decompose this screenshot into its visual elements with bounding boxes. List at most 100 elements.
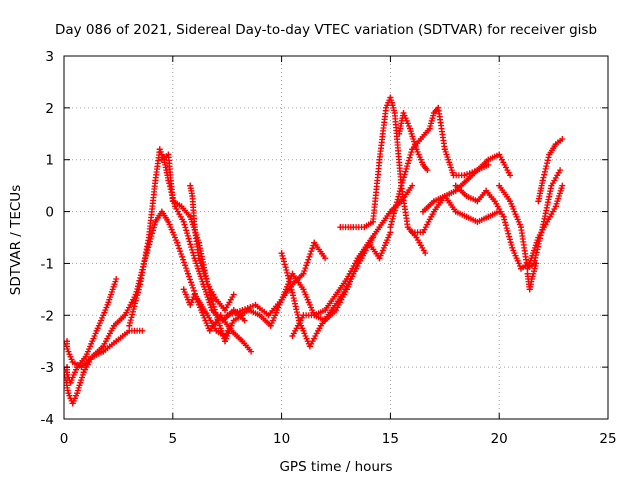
data-point [267, 322, 274, 329]
data-point [524, 265, 531, 272]
data-point [354, 255, 361, 262]
data-point [383, 104, 389, 111]
data-point [409, 229, 416, 236]
data-point [137, 281, 144, 288]
data-point [174, 239, 181, 246]
data-point [158, 156, 165, 163]
data-point [426, 125, 433, 132]
data-point [139, 327, 146, 334]
data-point [265, 312, 272, 319]
sat-track-16 [420, 193, 503, 225]
data-point [518, 224, 524, 231]
data-point [322, 307, 329, 314]
data-point [222, 333, 228, 339]
data-point [409, 146, 416, 153]
data-point [430, 198, 437, 205]
data-point [507, 198, 514, 205]
data-point [289, 333, 296, 339]
data-point [339, 291, 346, 298]
x-tick-label: 20 [491, 431, 508, 447]
data-point [152, 218, 159, 225]
data-point [306, 343, 313, 350]
data-point [287, 281, 294, 288]
data-point [178, 203, 185, 210]
data-point [204, 312, 211, 319]
data-point [361, 224, 368, 231]
data-point [80, 369, 87, 376]
data-point [559, 182, 566, 189]
data-point [365, 239, 372, 246]
data-point [69, 359, 76, 365]
data-point [158, 208, 165, 215]
data-point [198, 301, 205, 308]
data-point [417, 136, 424, 142]
data-point [256, 312, 263, 319]
data-point [213, 312, 220, 319]
y-tick-label: -1 [41, 256, 54, 272]
y-tick-label: 2 [45, 101, 54, 117]
data-point [156, 146, 163, 153]
data-point [507, 172, 514, 179]
x-tick-labels: 0 5 10 15 20 25 [60, 431, 617, 447]
data-point [461, 172, 468, 179]
data-point [300, 270, 307, 277]
data-point [165, 218, 172, 225]
y-tick-label: -4 [41, 412, 54, 428]
data-point [187, 301, 194, 308]
data-point [343, 276, 350, 282]
data-point [195, 255, 202, 262]
data-point [539, 224, 546, 231]
data-point [420, 229, 426, 236]
data-point [289, 270, 296, 277]
data-point [100, 348, 107, 355]
sat-track-17 [452, 182, 566, 272]
data-point [165, 151, 172, 158]
data-point [113, 276, 120, 282]
data-point [222, 338, 228, 345]
data-point [524, 270, 531, 277]
data-point [474, 218, 481, 225]
data-point [398, 182, 405, 189]
data-point [241, 317, 248, 324]
sat-track-7 [187, 182, 237, 314]
data-point [430, 110, 437, 116]
data-point [191, 291, 198, 298]
data-point [396, 130, 403, 137]
x-tick-label: 15 [382, 431, 399, 447]
data-point [387, 208, 394, 215]
data-point [557, 167, 564, 174]
data-point [248, 348, 255, 355]
y-tick-label: -3 [41, 360, 54, 376]
data-point [252, 301, 259, 308]
data-point [100, 343, 107, 350]
sat-track-12 [337, 94, 429, 257]
data-point [213, 327, 220, 334]
sat-track-18 [496, 167, 564, 272]
data-point [452, 208, 459, 215]
data-point [463, 177, 470, 184]
y-tick-label: 3 [45, 49, 54, 65]
data-point [548, 182, 555, 189]
data-point [463, 193, 470, 199]
sat-track-2 [63, 327, 146, 371]
chart-title: Day 086 of 2021, Sidereal Day-to-day VTE… [55, 22, 597, 38]
sat-track-20 [535, 136, 566, 205]
data-point [213, 296, 220, 303]
data-point [189, 193, 196, 199]
data-point [409, 182, 416, 189]
data-point [104, 301, 111, 308]
data-point [407, 125, 413, 132]
data-point [74, 390, 81, 397]
x-tick-label: 0 [60, 431, 69, 447]
data-point [552, 203, 559, 210]
data-point [126, 322, 133, 329]
data-point [430, 208, 437, 215]
data-point [376, 255, 383, 262]
data-point [491, 198, 498, 205]
data-point [376, 156, 383, 163]
data-point [337, 224, 344, 231]
data-point [206, 327, 213, 334]
sat-track-6 [180, 286, 246, 339]
data-point [546, 151, 553, 158]
data-point [311, 239, 318, 246]
